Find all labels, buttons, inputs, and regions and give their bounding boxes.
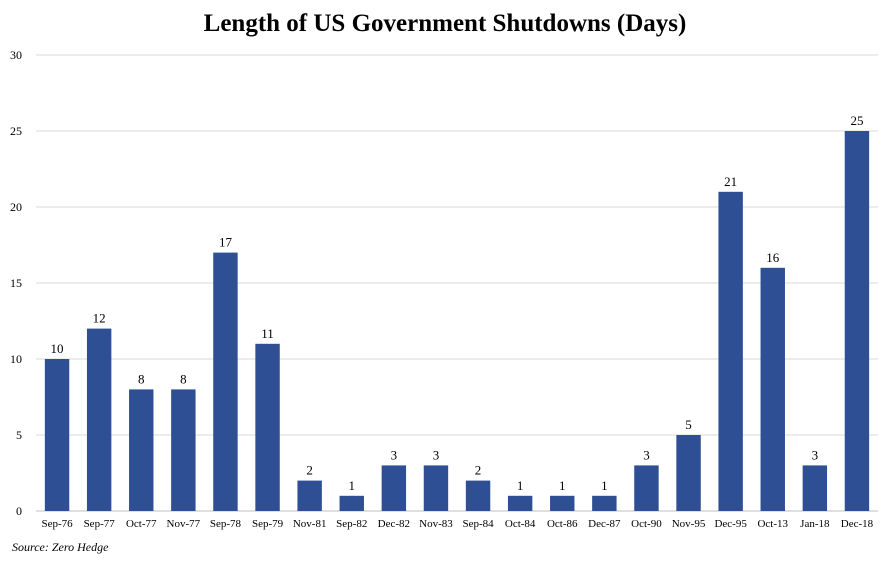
data-label: 1 [517,478,524,493]
y-tick-label: 25 [10,124,22,138]
data-label: 5 [685,417,692,432]
x-tick-label: Sep-82 [336,518,367,530]
y-tick-label: 5 [16,428,22,442]
x-tick-label: Sep-78 [210,518,242,530]
data-label: 3 [433,447,440,462]
data-label: 8 [180,371,187,386]
bar [213,252,238,511]
data-label: 1 [559,478,566,493]
data-label: 1 [601,478,608,493]
data-label: 3 [643,447,650,462]
x-tick-label: Dec-87 [588,518,621,530]
data-label: 11 [261,326,274,341]
bar [381,465,407,511]
y-tick-label: 15 [10,276,22,290]
y-tick-label: 30 [10,48,22,62]
data-label: 1 [349,478,356,493]
bar [255,343,280,511]
bar [676,435,701,511]
x-tick-label: Oct-84 [505,518,536,530]
chart-title: Length of US Government Shutdowns (Days) [203,10,687,37]
x-tick-label: Oct-86 [547,518,578,530]
bars [44,131,870,512]
y-tick-label: 10 [10,352,22,366]
x-tick-label: Dec-18 [841,518,874,530]
bar [802,465,828,511]
bar [423,465,449,511]
y-tick-label: 20 [10,200,22,214]
x-tick-label: Dec-82 [378,518,410,530]
data-label: 25 [850,113,863,128]
x-tick-label: Nov-95 [672,518,706,530]
data-label: 3 [391,447,398,462]
x-tick-label: Oct-13 [757,518,788,530]
x-tick-label: Sep-76 [41,518,73,530]
data-label: 12 [93,311,106,326]
x-tick-label: Jan-18 [800,518,830,530]
x-tick-label: Oct-90 [631,518,662,530]
bar [339,495,364,511]
bar [550,495,575,511]
bar [297,480,322,511]
bar [465,480,491,511]
bar [86,328,112,511]
data-label: 17 [219,235,233,250]
bar [171,389,196,511]
bar [507,495,533,511]
data-label: 2 [475,463,482,478]
data-label: 10 [51,341,64,356]
data-label: 21 [724,174,737,189]
gridlines [36,54,878,512]
x-axis-ticks: Sep-76 Sep-77 Oct-77 Nov-77 Sep-78 Sep-79 Nov-… [41,518,873,530]
x-tick-label: Dec-95 [714,518,747,530]
bar [718,191,743,512]
x-tick-label: Nov-81 [293,518,327,530]
data-label: 8 [138,371,145,386]
bar [844,131,870,511]
x-tick-label: Oct-77 [126,518,157,530]
y-tick-label: 0 [16,504,22,518]
source-note: Source: Zero Hedge [12,540,109,554]
bar [760,267,785,511]
data-label: 16 [766,250,780,265]
y-axis-ticks: 0 5 10 15 20 25 30 [10,48,22,518]
x-tick-label: Sep-77 [84,518,116,530]
bar [44,359,70,511]
x-tick-label: Nov-83 [419,518,453,530]
data-label: 2 [306,463,313,478]
x-tick-label: Nov-77 [167,518,201,530]
bar [592,495,617,511]
data-label: 3 [812,447,819,462]
x-tick-label: Sep-79 [252,518,284,530]
bar [129,389,154,511]
bar [634,465,659,511]
x-tick-label: Sep-84 [462,518,494,530]
